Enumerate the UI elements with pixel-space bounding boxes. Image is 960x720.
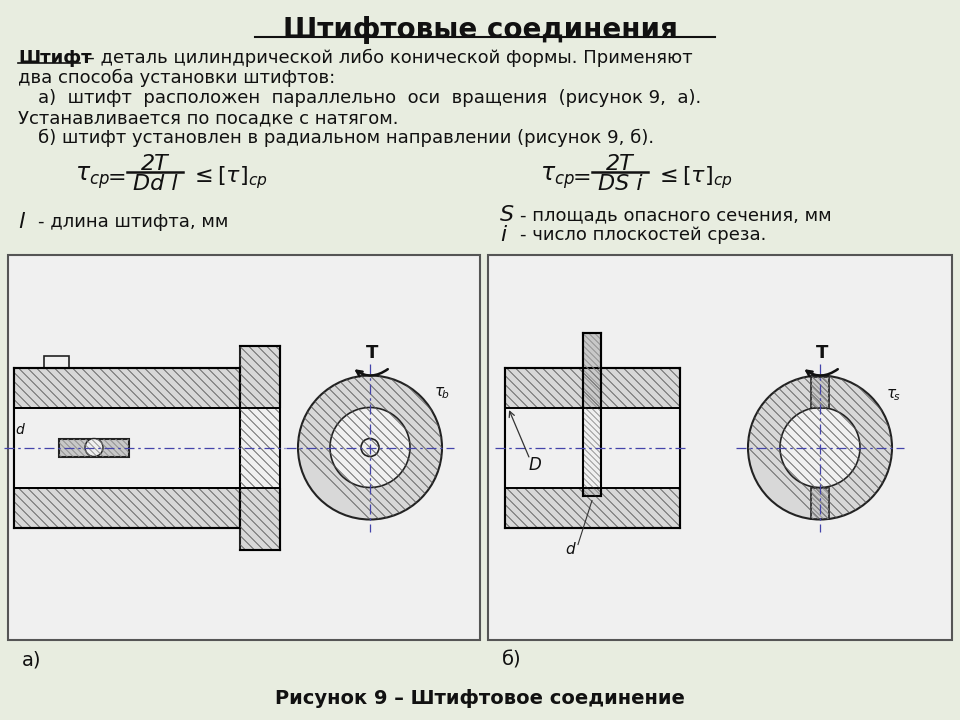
Text: а)  штифт  расположен  параллельно  оси  вращения  (рисунок 9,  а).: а) штифт расположен параллельно оси вращ…	[38, 89, 701, 107]
Text: i: i	[500, 225, 506, 245]
Text: $\leq [\tau]_{cp}$: $\leq [\tau]_{cp}$	[190, 165, 268, 192]
Text: d: d	[15, 423, 24, 438]
Text: Штифт: Штифт	[18, 49, 91, 67]
Text: D: D	[529, 456, 541, 474]
Circle shape	[298, 376, 442, 520]
Bar	[811, 377, 829, 408]
Text: $\tau_{\!s}$: $\tau_{\!s}$	[886, 387, 900, 403]
Bar	[583, 333, 601, 495]
Text: - площадь опасного сечения, мм: - площадь опасного сечения, мм	[520, 206, 831, 224]
Bar	[8, 255, 480, 640]
Circle shape	[361, 438, 379, 456]
Text: d: d	[565, 542, 575, 557]
Bar	[14, 408, 282, 487]
Text: - длина штифта, мм: - длина штифта, мм	[38, 213, 228, 231]
Bar	[44, 356, 69, 367]
Text: DS i: DS i	[598, 174, 642, 194]
Text: T: T	[366, 344, 378, 362]
Text: l: l	[18, 212, 24, 232]
Circle shape	[330, 408, 410, 487]
Text: =: =	[573, 168, 591, 188]
Text: $\leq [\tau]_{cp}$: $\leq [\tau]_{cp}$	[655, 165, 733, 192]
Circle shape	[85, 438, 103, 456]
Text: $\tau_{cp}$: $\tau_{cp}$	[540, 165, 575, 192]
Text: Устанавливается по посадке с натягом.: Устанавливается по посадке с натягом.	[18, 109, 398, 127]
Text: Рисунок 9 – Штифтовое соединение: Рисунок 9 – Штифтовое соединение	[276, 688, 684, 708]
Bar	[505, 367, 680, 528]
Text: Dd l: Dd l	[132, 174, 178, 194]
Text: два способа установки штифтов:: два способа установки штифтов:	[18, 69, 335, 87]
Bar	[240, 346, 280, 549]
Text: =: =	[108, 168, 127, 188]
Text: б) штифт установлен в радиальном направлении (рисунок 9, б).: б) штифт установлен в радиальном направл…	[38, 129, 654, 147]
Bar	[505, 408, 680, 487]
Text: – деталь цилиндрической либо конической формы. Применяют: – деталь цилиндрической либо конической …	[80, 49, 692, 67]
Text: 2T: 2T	[141, 154, 169, 174]
Bar	[14, 367, 240, 528]
Bar	[59, 438, 129, 456]
Text: $\tau_{\!b}$: $\tau_{\!b}$	[434, 386, 449, 401]
Text: T: T	[816, 344, 828, 362]
Bar	[505, 408, 680, 487]
Circle shape	[780, 408, 860, 487]
Circle shape	[748, 376, 892, 520]
Text: Штифтовые соединения: Штифтовые соединения	[282, 16, 678, 44]
Bar	[488, 255, 952, 640]
Text: $\tau_{cp}$: $\tau_{cp}$	[75, 165, 110, 192]
Text: S: S	[500, 205, 515, 225]
Bar	[811, 487, 829, 518]
Text: 2T: 2T	[606, 154, 634, 174]
Text: - число плоскостей среза.: - число плоскостей среза.	[520, 226, 766, 244]
Text: а): а)	[22, 650, 41, 670]
Text: б): б)	[502, 650, 521, 670]
Bar	[14, 408, 240, 487]
